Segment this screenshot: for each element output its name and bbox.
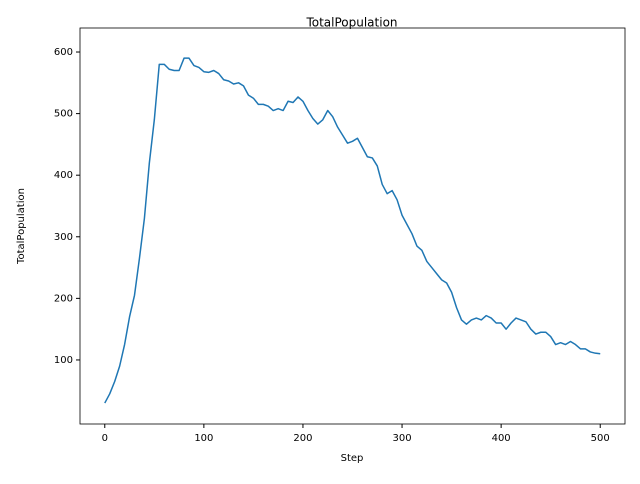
x-tick-label: 400 [492,433,511,444]
x-tick-label: 0 [102,433,108,444]
y-tick-label: 300 [54,232,73,243]
y-tick-label: 600 [54,47,73,58]
y-tick-label: 500 [54,109,73,120]
axes-frame [79,27,626,425]
x-tick-label: 200 [293,433,312,444]
x-tick-label: 100 [194,433,213,444]
x-tick-label: 300 [392,433,411,444]
y-tick-label: 100 [54,355,73,366]
y-tick-label: 400 [54,170,73,181]
x-tick-label: 500 [591,433,610,444]
y-tick-label: 200 [54,293,73,304]
data-line [104,57,601,404]
x-axis-label: Step [341,453,364,464]
y-axis-label: TotalPopulation [16,188,27,265]
chart-title: TotalPopulation [305,16,397,30]
